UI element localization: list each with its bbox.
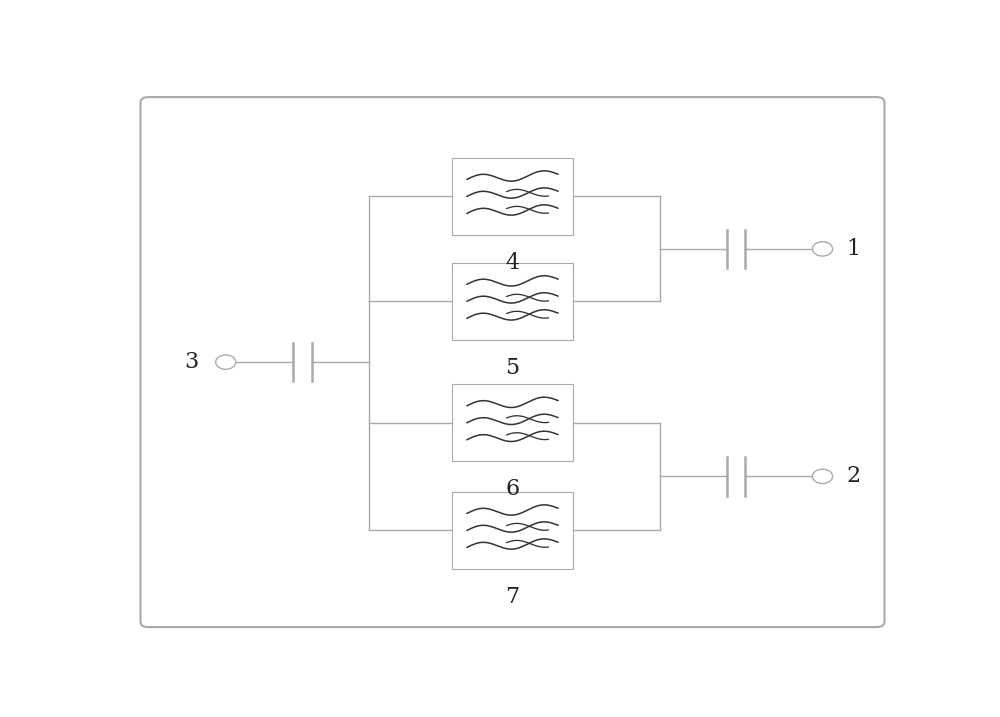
FancyBboxPatch shape [140,97,885,627]
Text: 3: 3 [184,351,199,373]
Bar [452,262,573,340]
Text: 7: 7 [505,586,520,608]
Text: 5: 5 [505,356,520,379]
Bar [452,384,573,462]
Bar [452,158,573,235]
Text: 2: 2 [847,465,861,488]
Text: 4: 4 [505,252,520,274]
Text: 6: 6 [505,478,520,500]
Bar [452,492,573,569]
Text: 1: 1 [847,238,861,260]
